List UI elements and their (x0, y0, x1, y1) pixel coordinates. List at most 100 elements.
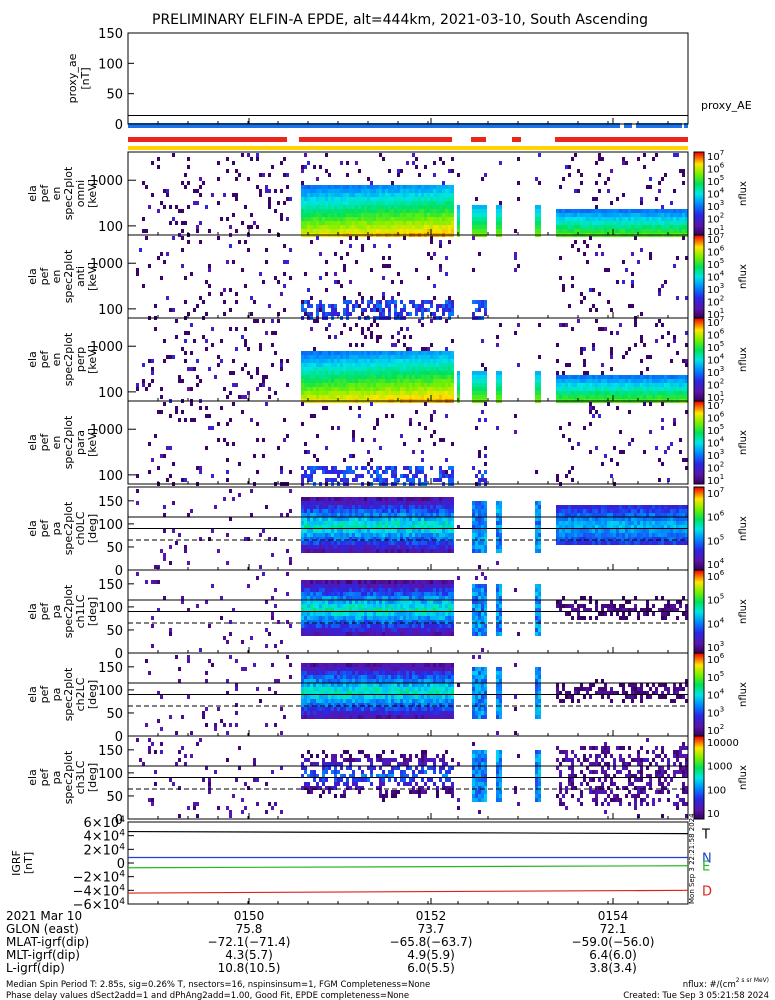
ephem-row-label: 2021 Mar 10 (6, 909, 82, 923)
energy-panel-frame (127, 234, 689, 319)
pa-colorbar-0 (694, 487, 704, 571)
colorbar-tick-label: 105 (707, 340, 724, 354)
energy-colorbar-1 (694, 235, 704, 319)
igrf-tick-label: 2×104 (83, 842, 125, 858)
footer-created: Created: Tue Sep 3 05:21:58 2024 (623, 991, 769, 1000)
energy-colorbar-0 (694, 152, 704, 236)
ephem-value: 4.3(5.7) (225, 948, 273, 962)
pa-panel-ylabel: elapefpaspec2plotch2LC[deg] (26, 667, 99, 721)
proxy-ae-tick-label: 0 (115, 118, 123, 133)
igrf-tick-label: −6×104 (73, 897, 126, 913)
colorbar-tick-label: 1000 (707, 762, 732, 773)
energy-panel-ylabel: elapefenspec2plotperp[keV] (26, 332, 99, 386)
pa-spectrogram-3 (136, 738, 688, 818)
colorbar-tick-label: 100 (707, 785, 726, 796)
pa-tick-label: 50 (106, 707, 123, 722)
igrf-tick-label: 0 (117, 857, 125, 872)
energy-tick-label: 1000 (90, 340, 123, 355)
colorbar-tick-label: 107 (707, 232, 724, 246)
colorbar-tick-label: 106 (707, 510, 725, 524)
pa-tick-label: 100 (98, 767, 123, 782)
ephem-row-label: MLAT-igrf(dip) (6, 935, 89, 949)
pa-colorbar-2 (694, 653, 704, 737)
colorbar-tick-label: 105 (707, 257, 724, 271)
ephem-value: 6.4(6.0) (589, 948, 637, 962)
energy-panel-ylabel: elapefenspec2plotpara[keV] (26, 415, 99, 469)
colorbar-tick-label: 10000 (707, 738, 739, 749)
colorbar-tick-label: 101 (707, 473, 724, 487)
pa-spectrogram-1 (136, 572, 688, 652)
ephem-value: 6.0(5.5) (407, 961, 455, 975)
ephem-value: 72.1 (600, 922, 627, 936)
pa-tick-label: 0 (115, 813, 123, 828)
colorbar-tick-label: 104 (707, 187, 725, 201)
colorbar-tick-label: 105 (707, 593, 724, 607)
colorbar-unit: nflux (738, 599, 749, 624)
colorbar-tick-label: 102 (707, 723, 724, 737)
flag-bar-blue (128, 123, 620, 128)
proxy-ae-tick-label: 150 (98, 27, 123, 42)
flag-bar-red (512, 137, 521, 142)
energy-tick-label: 1000 (90, 423, 123, 438)
ephem-row-label: MLT-igrf(dip) (6, 948, 80, 962)
colorbar-tick-label: 104 (707, 688, 725, 702)
colorbar-tick-label: 104 (707, 270, 725, 284)
flag-bar-red (555, 137, 688, 142)
colorbar-tick-label: 101 (707, 390, 724, 404)
pa-colorbar-3 (694, 736, 704, 820)
energy-spectrogram-2 (136, 319, 688, 403)
energy-colorbar-3 (694, 401, 704, 485)
pa-spectrogram-2 (145, 655, 688, 735)
energy-tick-label: 1000 (90, 257, 123, 272)
colorbar-tick-label: 103 (707, 282, 724, 296)
ephem-value: 0154 (598, 909, 629, 923)
igrf-legend-T: T (701, 828, 710, 843)
colorbar-unit: nflux (738, 181, 749, 206)
igrf-series-T (127, 830, 689, 835)
colorbar-tick-label: 105 (707, 670, 724, 684)
colorbar-tick-label: 102 (707, 461, 724, 475)
colorbar-unit: nflux (738, 264, 749, 289)
colorbar-tick-label: 105 (707, 423, 724, 437)
ephem-value: −65.8(−63.7) (390, 935, 473, 949)
labels-layer: 150100500proxy_ae[nT]proxy_AE1000100elap… (6, 27, 769, 1000)
colorbar-tick-label: 102 (707, 295, 724, 309)
igrf-ylabel: IGRF[nT] (10, 850, 35, 876)
pa-tick-label: 150 (98, 744, 123, 759)
pa-colorbar-1 (694, 570, 704, 654)
pa-tick-label: 100 (98, 684, 123, 699)
flag-bar-yellow (128, 146, 688, 150)
ephem-row-label: GLON (east) (6, 922, 79, 936)
colorbar-tick-label: 107 (707, 315, 724, 329)
igrf-legend-N: N (702, 852, 712, 867)
proxy-ae-ylabel: proxy_ae[nT] (66, 53, 92, 103)
pa-tick-label: 100 (98, 601, 123, 616)
chart-title: PRELIMINARY ELFIN-A EPDE, alt=444km, 202… (152, 12, 648, 28)
energy-tick-label: 100 (98, 220, 123, 235)
colorbar-frame (693, 735, 705, 820)
energy-tick-label: 100 (98, 303, 123, 318)
pa-panel-ylabel: elapefpaspec2plotch1LC[deg] (26, 584, 99, 638)
ephem-value: 75.8 (236, 922, 263, 936)
proxy-ae-tick-label: 50 (106, 88, 123, 103)
ephem-value: 0152 (416, 909, 447, 923)
colorbar-tick-label: 10 (707, 809, 720, 820)
ephem-value: 3.8(3.4) (589, 961, 637, 975)
energy-spectrogram-3 (136, 402, 688, 486)
pa-tick-label: 0 (115, 564, 123, 579)
pa-panel-ylabel: elapefpaspec2plotch0LC[deg] (26, 501, 99, 555)
flag-bar-red (128, 137, 287, 142)
colorbar-tick-label: 103 (707, 705, 724, 719)
colorbar-tick-label: 104 (707, 436, 725, 450)
colorbar-tick-label: 105 (707, 533, 724, 547)
pa-tick-label: 0 (115, 730, 123, 745)
spectrogram-layer (128, 123, 704, 820)
ephem-value: 0150 (234, 909, 265, 923)
ephem-value: 73.7 (418, 922, 445, 936)
colorbar-tick-label: 103 (707, 365, 724, 379)
energy-panel-ylabel: elapefenspec2plotomni[keV] (26, 166, 99, 220)
colorbar-tick-label: 106 (707, 569, 725, 583)
energy-tick-label: 1000 (90, 174, 123, 189)
flag-bar-blue (684, 123, 688, 128)
